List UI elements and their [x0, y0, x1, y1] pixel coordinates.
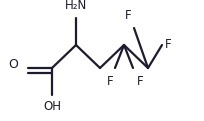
Text: F: F — [165, 38, 172, 50]
Text: H₂N: H₂N — [65, 0, 87, 12]
Text: O: O — [8, 57, 18, 71]
Text: F: F — [125, 9, 131, 22]
Text: F: F — [137, 75, 144, 88]
Text: F: F — [106, 75, 113, 88]
Text: OH: OH — [43, 100, 61, 113]
